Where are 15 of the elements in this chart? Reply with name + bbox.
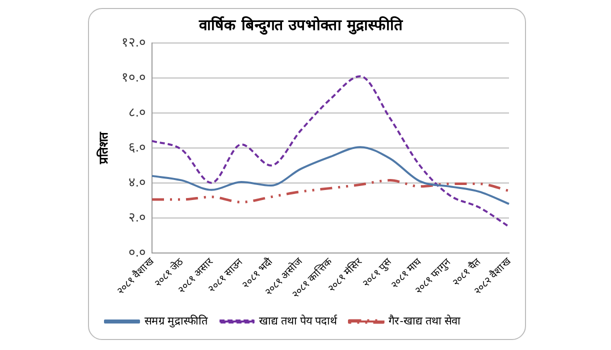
y-tick-label: ०.० bbox=[128, 244, 146, 260]
chart-title: वार्षिक बिन्दुगत उपभोक्ता मुद्रास्फीति bbox=[198, 16, 404, 35]
legend-label: खाद्य तथा पेय पदार्थ bbox=[259, 314, 338, 328]
y-tick-label: १०.० bbox=[121, 70, 146, 85]
y-tick-label: ६.० bbox=[128, 140, 146, 155]
line-series bbox=[150, 179, 510, 204]
y-axis-title: प्रतिशत bbox=[96, 130, 111, 165]
legend-label: समग्र मुद्रास्फीति bbox=[144, 314, 209, 328]
y-tick-label: ८.० bbox=[128, 104, 146, 120]
y-tick-label: १२.० bbox=[121, 34, 146, 50]
line-series bbox=[151, 146, 510, 205]
line-series bbox=[151, 75, 510, 228]
y-tick-label: ४.० bbox=[128, 174, 146, 190]
y-tick-label: २.० bbox=[128, 209, 146, 224]
legend-label: गैर-खाद्य तथा सेवा bbox=[388, 314, 461, 328]
